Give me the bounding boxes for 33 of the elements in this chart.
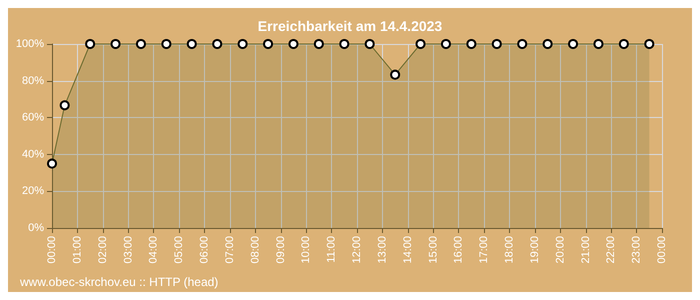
x-tick-label: 07:00	[224, 236, 236, 264]
x-tick-label: 13:00	[376, 236, 388, 264]
x-tick-label: 22:00	[605, 236, 618, 264]
chart-title: Erreichbarkeit am 14.4.2023	[258, 18, 442, 34]
x-tick-label: 18:00	[504, 236, 516, 264]
x-tick-label: 23:00	[630, 236, 643, 264]
x-tick-label: 08:00	[249, 236, 262, 264]
y-tick-label: 0%	[28, 222, 44, 234]
x-tick-label: 06:00	[198, 236, 210, 264]
x-tick-label: 11:00	[326, 236, 338, 263]
x-tick-label: 00:00	[656, 236, 668, 264]
y-tick-label: 20%	[22, 185, 44, 198]
y-tick-label: 60%	[22, 112, 44, 124]
x-tick-label: 10:00	[300, 236, 312, 264]
x-tick-label: 09:00	[274, 236, 287, 264]
x-tick-label: 19:00	[528, 236, 541, 264]
x-tick-label: 20:00	[554, 236, 566, 264]
x-tick-label: 16:00	[452, 236, 465, 264]
x-tick-label: 14:00	[402, 236, 414, 264]
y-tick-label: 100%	[16, 38, 44, 50]
y-tick-label: 40%	[22, 148, 44, 160]
x-tick-label: 04:00	[148, 236, 160, 264]
x-tick-label: 12:00	[351, 236, 363, 264]
x-tick-label: 00:00	[46, 236, 58, 264]
x-tick-label: 15:00	[427, 236, 440, 264]
x-tick-label: 21:00	[580, 236, 592, 264]
x-tick-label: 03:00	[122, 236, 134, 264]
x-tick-label: 17:00	[478, 236, 490, 264]
y-tick-label: 80%	[22, 74, 44, 87]
x-tick-label: 05:00	[173, 236, 186, 264]
text: www.obec-skrchov.eu :: HTTP (head)	[19, 275, 218, 289]
x-tick-label: 01:00	[71, 236, 84, 264]
x-tick-label: 02:00	[96, 236, 109, 264]
